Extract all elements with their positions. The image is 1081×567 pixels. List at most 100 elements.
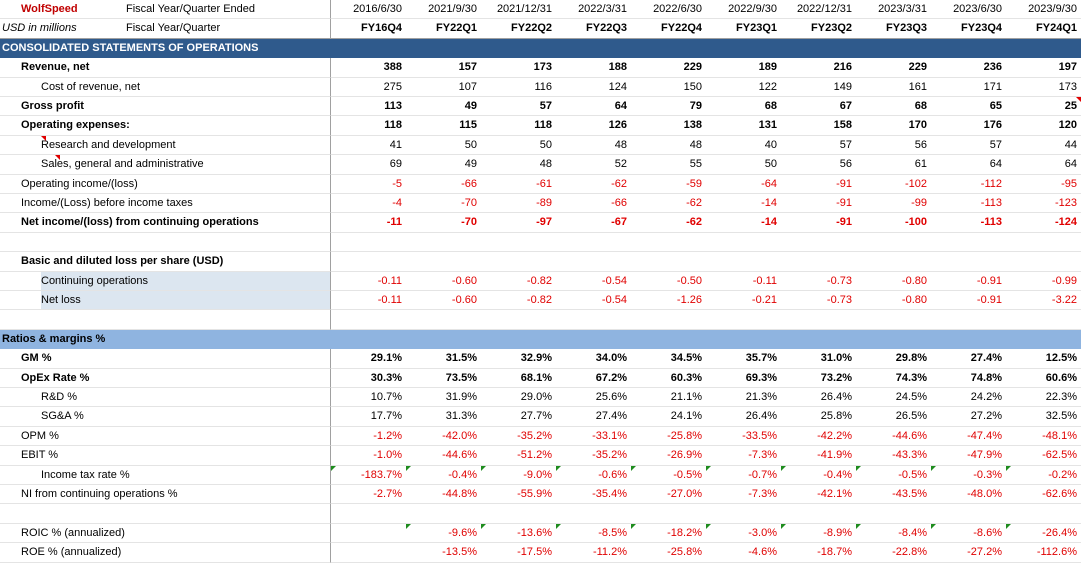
value-cell[interactable]: -62 — [556, 175, 631, 194]
value-cell[interactable]: 26.4% — [706, 407, 781, 427]
value-cell[interactable] — [856, 252, 931, 272]
value-cell[interactable]: 26.5% — [856, 407, 931, 427]
value-cell[interactable]: -91 — [781, 213, 856, 233]
value-cell[interactable]: -43.5% — [856, 485, 931, 505]
value-cell[interactable]: -0.54 — [556, 291, 631, 311]
blank-cell[interactable] — [631, 310, 706, 330]
value-cell[interactable]: 34.5% — [631, 349, 706, 369]
value-cell[interactable]: 69 — [331, 155, 406, 175]
value-cell[interactable]: -183.7% — [331, 465, 406, 485]
value-cell[interactable]: -47.4% — [931, 427, 1006, 447]
value-cell[interactable]: -91 — [781, 175, 856, 194]
value-cell[interactable]: -89 — [481, 194, 556, 214]
value-cell[interactable]: -67 — [556, 213, 631, 233]
period-cell[interactable]: FY22Q3 — [556, 19, 631, 39]
row-label[interactable]: EBIT % — [0, 446, 331, 466]
value-cell[interactable]: -42.1% — [781, 485, 856, 505]
row-label[interactable]: NI from continuing operations % — [0, 485, 331, 505]
value-cell[interactable]: -4 — [331, 194, 406, 214]
blank-cell[interactable] — [1006, 233, 1081, 253]
value-cell[interactable]: -0.5% — [856, 465, 931, 485]
value-cell[interactable]: -18.7% — [781, 543, 856, 563]
value-cell[interactable]: 122 — [706, 78, 781, 97]
value-cell[interactable]: -0.60 — [406, 272, 481, 291]
value-cell[interactable]: -2.7% — [331, 485, 406, 505]
value-cell[interactable]: 48 — [631, 136, 706, 156]
value-cell[interactable]: 68.1% — [481, 369, 556, 388]
value-cell[interactable]: 60.3% — [631, 369, 706, 388]
row-label[interactable]: R&D % — [0, 388, 331, 408]
value-cell[interactable]: -0.3% — [931, 465, 1006, 485]
value-cell[interactable] — [406, 252, 481, 272]
units-cell[interactable]: USD in millions — [0, 19, 123, 39]
value-cell[interactable]: 131 — [706, 116, 781, 136]
value-cell[interactable]: 74.8% — [931, 369, 1006, 388]
value-cell[interactable]: 29.8% — [856, 349, 931, 369]
value-cell[interactable]: -0.80 — [856, 272, 931, 291]
value-cell[interactable]: 68 — [856, 97, 931, 117]
value-cell[interactable]: 189 — [706, 58, 781, 78]
date-cell[interactable]: 2021/12/31 — [481, 0, 556, 20]
value-cell[interactable]: 173 — [481, 58, 556, 78]
value-cell[interactable]: 113 — [331, 97, 406, 117]
row-label[interactable]: OPM % — [0, 426, 331, 447]
period-cell[interactable]: FY22Q1 — [406, 19, 481, 39]
row-label[interactable]: OpEx Rate % — [0, 368, 331, 388]
value-cell[interactable]: 67.2% — [556, 369, 631, 388]
row-label[interactable]: Operating expenses: — [0, 116, 331, 136]
value-cell[interactable]: 50 — [706, 155, 781, 175]
value-cell[interactable]: 32.5% — [1006, 407, 1081, 427]
value-cell[interactable]: 34.0% — [556, 349, 631, 369]
value-cell[interactable]: 115 — [406, 116, 481, 136]
value-cell[interactable]: -64 — [706, 175, 781, 194]
value-cell[interactable] — [706, 252, 781, 272]
value-cell[interactable]: -9.0% — [481, 465, 556, 485]
value-cell[interactable]: -0.82 — [481, 291, 556, 311]
value-cell[interactable]: -1.2% — [331, 427, 406, 447]
value-cell[interactable]: 67 — [781, 97, 856, 117]
blank-cell[interactable] — [706, 310, 781, 330]
value-cell[interactable]: -112 — [931, 175, 1006, 194]
value-cell[interactable]: 69.3% — [706, 369, 781, 388]
value-cell[interactable]: -25.8% — [631, 543, 706, 563]
value-cell[interactable]: -11.2% — [556, 543, 631, 563]
value-cell[interactable]: -18.2% — [631, 523, 706, 544]
period-cell[interactable]: FY23Q4 — [931, 19, 1006, 39]
value-cell[interactable]: 24.1% — [631, 407, 706, 427]
value-cell[interactable]: 31.5% — [406, 349, 481, 369]
value-cell[interactable]: 64 — [1006, 155, 1081, 175]
blank-label-cell[interactable] — [0, 504, 331, 524]
value-cell[interactable]: 24.2% — [931, 388, 1006, 408]
row-label[interactable]: Operating income/(loss) — [0, 174, 331, 194]
value-cell[interactable]: -113 — [931, 194, 1006, 214]
company-name-cell[interactable]: WolfSpeed — [0, 0, 123, 20]
value-cell[interactable]: -0.60 — [406, 291, 481, 311]
value-cell[interactable] — [931, 252, 1006, 272]
blank-cell[interactable] — [706, 504, 781, 524]
value-cell[interactable]: -112.6% — [1006, 543, 1081, 563]
value-cell[interactable]: -100 — [856, 213, 931, 233]
value-cell[interactable]: -61 — [481, 175, 556, 194]
blank-cell[interactable] — [1006, 504, 1081, 524]
value-cell[interactable]: -42.0% — [406, 427, 481, 447]
value-cell[interactable]: -11 — [331, 213, 406, 233]
value-cell[interactable]: 126 — [556, 116, 631, 136]
period-cell[interactable]: FY16Q4 — [331, 19, 406, 39]
value-cell[interactable]: -51.2% — [481, 446, 556, 466]
value-cell[interactable]: -66 — [556, 194, 631, 214]
value-cell[interactable]: -14 — [706, 194, 781, 214]
value-cell[interactable]: 27.7% — [481, 407, 556, 427]
value-cell[interactable]: -113 — [931, 213, 1006, 233]
value-cell[interactable]: 68 — [706, 97, 781, 117]
value-cell[interactable]: -0.54 — [556, 272, 631, 291]
row-label[interactable]: Cost of revenue, net — [0, 77, 331, 97]
value-cell[interactable]: -26.4% — [1006, 523, 1081, 544]
value-cell[interactable]: 27.4% — [556, 407, 631, 427]
value-cell[interactable]: 79 — [631, 97, 706, 117]
value-cell[interactable]: -62.5% — [1006, 446, 1081, 466]
value-cell[interactable]: 25 — [1006, 97, 1081, 117]
row-label[interactable]: Sales, general and administrative — [0, 155, 331, 175]
value-cell[interactable]: -25.8% — [631, 427, 706, 447]
value-cell[interactable]: 120 — [1006, 116, 1081, 136]
date-cell[interactable]: 2021/9/30 — [406, 0, 481, 20]
